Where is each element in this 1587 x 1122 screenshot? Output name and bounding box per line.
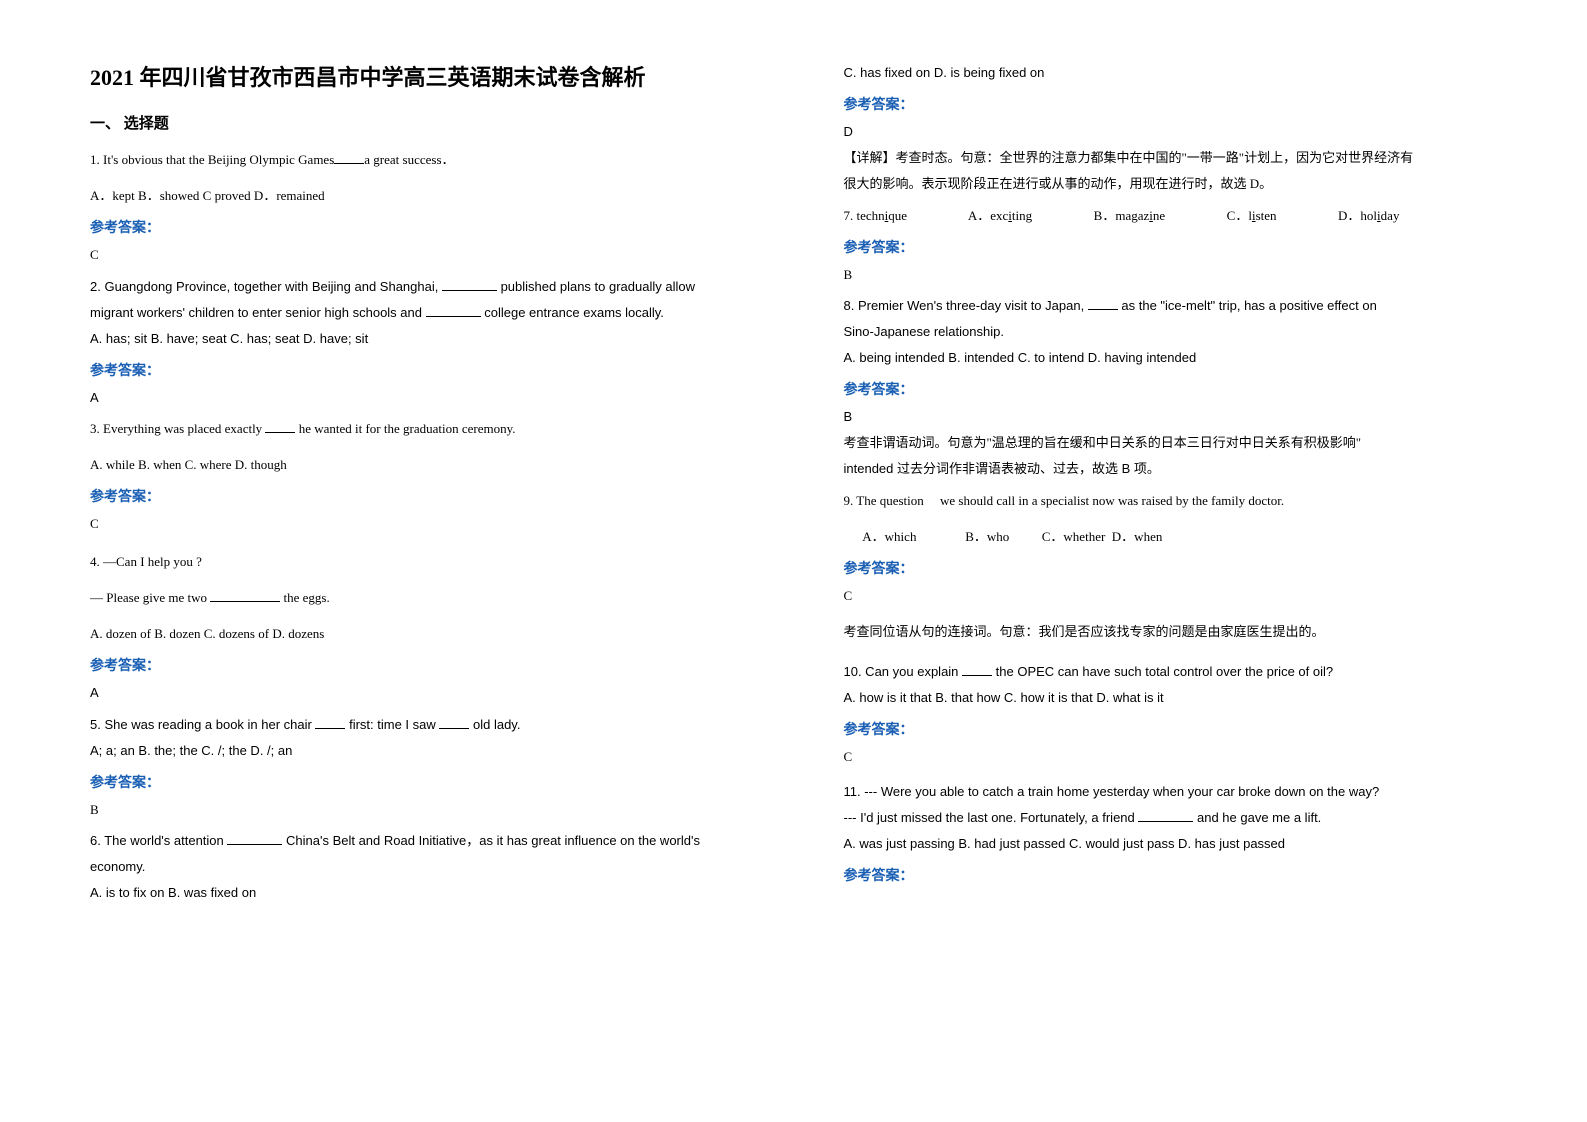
q4-l2b: the eggs. — [280, 590, 329, 605]
answer-label: 参考答案： — [90, 360, 744, 380]
q1-answer: C — [90, 243, 744, 268]
q8-l1b: as the "ice-melt" trip, has a positive e… — [1118, 298, 1377, 313]
q2-answer: A — [90, 386, 744, 411]
q1-text-a: 1. It's obvious that the Beijing Olympic… — [90, 152, 334, 167]
q5-b: first: time I saw — [345, 717, 439, 732]
q3-text-b: he wanted it for the graduation ceremony… — [295, 421, 515, 436]
question-2: 2. Guangdong Province, together with Bei… — [90, 274, 744, 326]
blank — [439, 716, 469, 729]
question-6: 6. The world's attention China's Belt an… — [90, 828, 744, 880]
q9-options: A．which B．who C．whether D．when — [844, 524, 1498, 550]
q4-options: A. dozen of B. dozen C. dozens of D. doz… — [90, 621, 744, 647]
blank — [962, 663, 992, 676]
q11-options: A. was just passing B. had just passed C… — [844, 831, 1498, 857]
q3-options: A. while B. when C. where D. though — [90, 452, 744, 478]
blank — [1088, 298, 1118, 311]
q6-answer: D — [844, 120, 1498, 145]
q5-c: old lady. — [469, 717, 520, 732]
q5-answer: B — [90, 798, 744, 823]
q10-a: 10. Can you explain — [844, 664, 963, 679]
q7-d: D．hol — [1338, 208, 1377, 223]
blank — [315, 716, 345, 729]
answer-label: 参考答案： — [90, 217, 744, 237]
q7-b: B．magaz — [1094, 208, 1150, 223]
answer-label: 参考答案： — [90, 655, 744, 675]
q9-answer: C — [844, 584, 1498, 609]
question-3: 3. Everything was placed exactly he want… — [90, 416, 744, 442]
answer-label: 参考答案： — [90, 486, 744, 506]
q7-a: A．exc — [968, 208, 1008, 223]
question-4: 4. —Can I help you ? — Please give me tw… — [90, 549, 744, 611]
question-7: 7. technique A．exciting B．magazine C．lis… — [844, 203, 1498, 229]
question-5: 5. She was reading a book in her chair f… — [90, 712, 744, 738]
q10-b: the OPEC can have such total control ove… — [992, 664, 1333, 679]
q8-l1a: 8. Premier Wen's three-day visit to Japa… — [844, 298, 1088, 313]
blank — [442, 278, 497, 291]
q8-l2: Sino-Japanese relationship. — [844, 324, 1004, 339]
blank — [426, 304, 481, 317]
q7-answer: B — [844, 263, 1498, 288]
left-column: 2021 年四川省甘孜市西昌市中学高三英语期末试卷含解析 一、 选择题 1. I… — [0, 0, 794, 1122]
q11-l2b: and he gave me a lift. — [1193, 810, 1321, 825]
answer-label: 参考答案： — [844, 94, 1498, 114]
blank — [210, 589, 280, 602]
q5-options: A; a; an B. the; the C. /; the D. /; an — [90, 738, 744, 764]
blank — [334, 151, 364, 164]
q6-explain-1: 【详解】考查时态。句意：全世界的注意力都集中在中国的"一带一路"计划上，因为它对… — [844, 145, 1498, 171]
q10-answer: C — [844, 745, 1498, 770]
section-heading: 一、 选择题 — [90, 112, 744, 133]
q8-explain-2: intended 过去分词作非谓语表被动、过去，故选 B 项。 — [844, 456, 1498, 482]
answer-label: 参考答案： — [844, 558, 1498, 578]
q2-l1a: 2. Guangdong Province, together with Bei… — [90, 279, 442, 294]
blank — [265, 421, 295, 434]
blank — [227, 833, 282, 846]
answer-label: 参考答案： — [844, 379, 1498, 399]
q2-l1b: published plans to gradually allow — [497, 279, 695, 294]
q7-c: C．l — [1227, 208, 1252, 223]
q4-answer: A — [90, 681, 744, 706]
question-8: 8. Premier Wen's three-day visit to Japa… — [844, 293, 1498, 345]
q8-explain-1: 考查非谓语动词。句意为"温总理的旨在缓和中日关系的日本三日行对中日关系有积极影响… — [844, 430, 1498, 456]
q2-options: A. has; sit B. have; seat C. has; seat D… — [90, 326, 744, 352]
q2-l2b: college entrance exams locally. — [481, 305, 664, 320]
q9-explain: 考查同位语从句的连接词。句意：我们是否应该找专家的问题是由家庭医生提出的。 — [844, 619, 1498, 645]
q7-word2: que — [888, 208, 907, 223]
q5-a: 5. She was reading a book in her chair — [90, 717, 315, 732]
page-title: 2021 年四川省甘孜市西昌市中学高三英语期末试卷含解析 — [90, 60, 744, 92]
q2-l2a: migrant workers' children to enter senio… — [90, 305, 426, 320]
right-column: C. has fixed on D. is being fixed on 参考答… — [794, 0, 1587, 1122]
q4-l2a: — Please give me two — [90, 590, 210, 605]
q11-l2a: --- I'd just missed the last one. Fortun… — [844, 810, 1139, 825]
answer-label: 参考答案： — [844, 719, 1498, 739]
answer-label: 参考答案： — [90, 772, 744, 792]
q10-options: A. how is it that B. that how C. how it … — [844, 685, 1498, 711]
question-10: 10. Can you explain the OPEC can have su… — [844, 659, 1498, 685]
answer-label: 参考答案： — [844, 237, 1498, 257]
q7-word: 7. techn — [844, 208, 885, 223]
q6-l1a: 6. The world's attention — [90, 833, 227, 848]
q3-text-a: 3. Everything was placed exactly — [90, 421, 265, 436]
question-1: 1. It's obvious that the Beijing Olympic… — [90, 147, 744, 173]
q3-answer: C — [90, 512, 744, 537]
q8-answer: B — [844, 405, 1498, 430]
q6-options-cd: C. has fixed on D. is being fixed on — [844, 60, 1498, 86]
q11-l1: 11. --- Were you able to catch a train h… — [844, 779, 1498, 805]
q6-explain-2: 很大的影响。表示现阶段正在进行或从事的动作，用现在进行时，故选 D。 — [844, 171, 1498, 197]
q8-options: A. being intended B. intended C. to inte… — [844, 345, 1498, 371]
q1-options: A．kept B．showed C proved D．remained — [90, 183, 744, 209]
blank — [1138, 810, 1193, 823]
q6-l2: economy. — [90, 859, 145, 874]
q6-options-ab: A. is to fix on B. was fixed on — [90, 880, 744, 906]
question-11: 11. --- Were you able to catch a train h… — [844, 779, 1498, 831]
q4-l1: 4. —Can I help you ? — [90, 549, 744, 575]
answer-label: 参考答案： — [844, 865, 1498, 885]
q6-l1b: China's Belt and Road Initiative，as it h… — [282, 833, 700, 848]
q1-text-b: a great success． — [364, 152, 454, 167]
question-9: 9. The question we should call in a spec… — [844, 488, 1498, 514]
